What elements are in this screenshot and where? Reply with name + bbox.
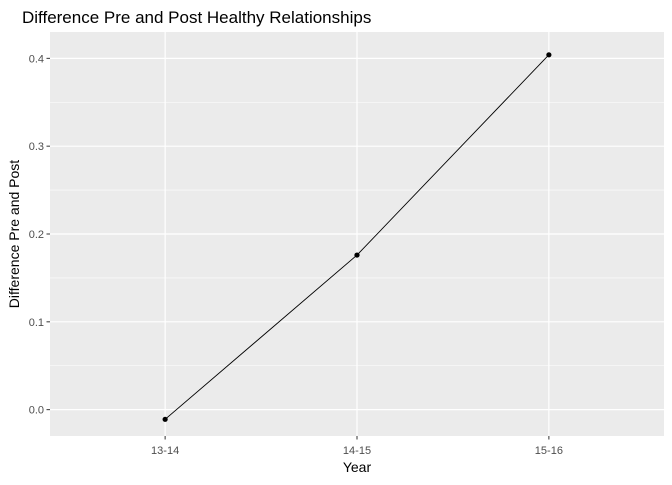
chart-title: Difference Pre and Post Healthy Relation… — [22, 8, 371, 27]
y-tick-label: 0.2 — [29, 229, 44, 241]
data-series — [162, 52, 552, 422]
data-point — [162, 416, 168, 422]
data-point — [354, 252, 360, 258]
y-tick-label: 0.3 — [29, 141, 44, 153]
y-tick-label: 0.0 — [29, 405, 44, 417]
x-axis-ticks: 13-14 14-15 15-16 — [151, 436, 563, 457]
data-point — [546, 52, 552, 58]
x-tick-label: 14-15 — [343, 445, 371, 457]
x-axis-title: Year — [343, 459, 372, 475]
y-tick-label: 0.1 — [29, 317, 44, 329]
y-axis-title: Difference Pre and Post — [6, 160, 22, 308]
x-tick-label: 13-14 — [151, 445, 179, 457]
x-tick-label: 15-16 — [535, 445, 563, 457]
grid-major — [50, 32, 664, 436]
y-axis-ticks: 0.0 0.1 0.2 0.3 0.4 — [29, 53, 50, 417]
y-tick-label: 0.4 — [29, 53, 44, 65]
